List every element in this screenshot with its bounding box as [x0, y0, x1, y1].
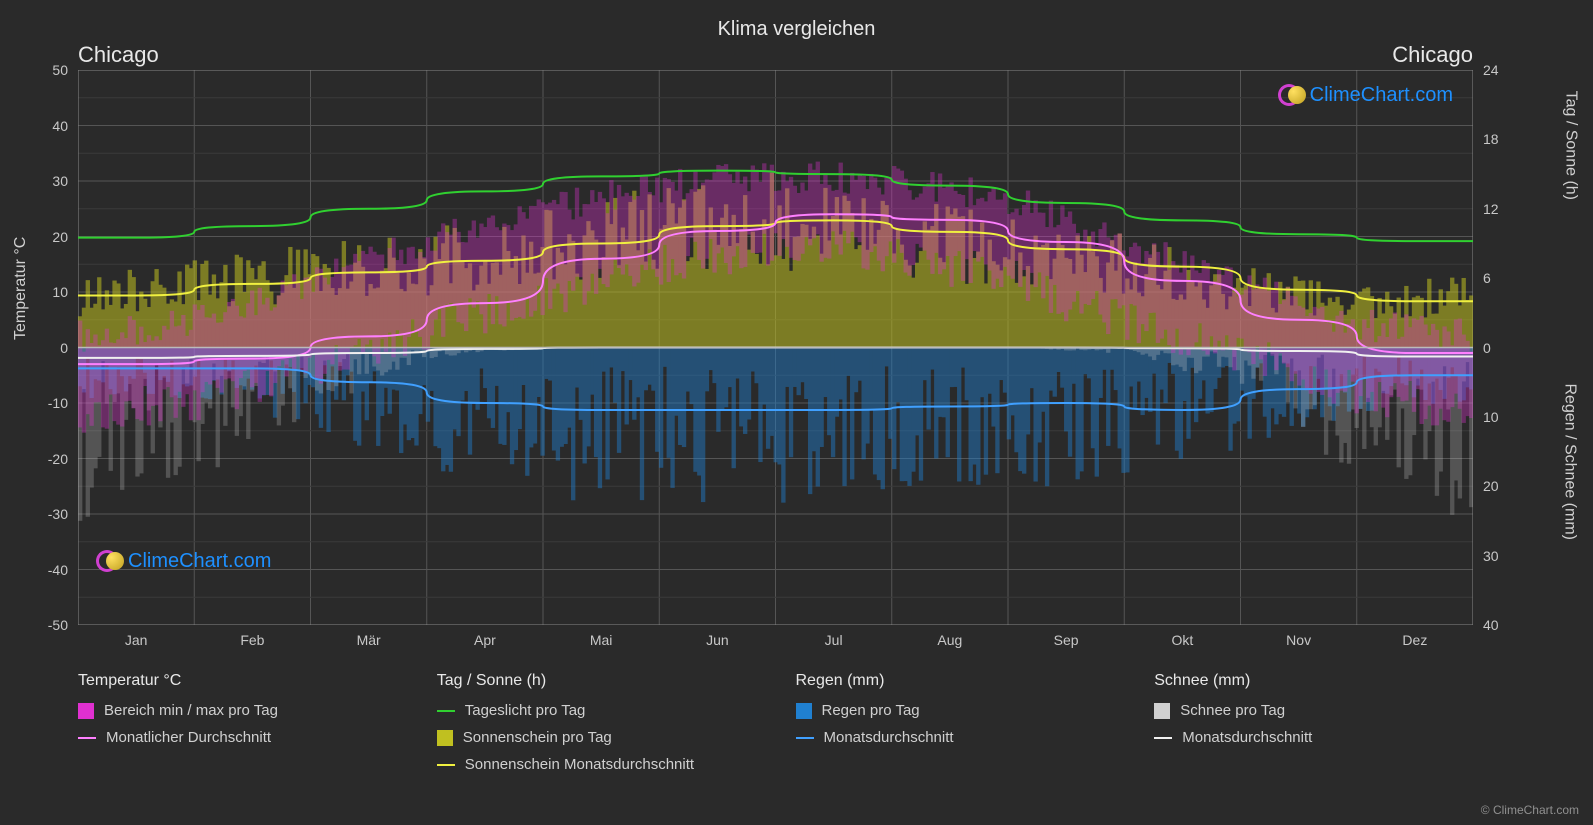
y-tick-left: 30: [52, 173, 68, 189]
y-tick-left: -30: [48, 506, 68, 522]
brand-text: ClimeChart.com: [1310, 84, 1453, 107]
x-tick-month: Jun: [706, 632, 729, 648]
legend-item: Monatsdurchschnitt: [1154, 729, 1473, 746]
x-tick-month: Nov: [1286, 632, 1311, 648]
legend-item: Monatsdurchschnitt: [796, 729, 1115, 746]
legend-label: Monatsdurchschnitt: [824, 729, 954, 746]
legend-column: Schnee (mm) Schnee pro Tag Monatsdurchschn…: [1154, 672, 1473, 783]
legend-swatch: [796, 703, 812, 719]
y-tick-right-top: 6: [1483, 270, 1491, 286]
legend-label: Schnee pro Tag: [1180, 702, 1285, 719]
y-tick-left: -40: [48, 562, 68, 578]
y-tick-left: 20: [52, 229, 68, 245]
y-tick-right-top: 24: [1483, 62, 1499, 78]
legend-label: Sonnenschein pro Tag: [463, 729, 612, 746]
climechart-logo-icon: [1278, 82, 1304, 108]
legend-item: Schnee pro Tag: [1154, 702, 1473, 719]
legend-swatch: [1154, 703, 1170, 719]
brand-logo-bottom: ClimeChart.com: [96, 548, 271, 574]
y-tick-right-top: 12: [1483, 201, 1499, 217]
legend-swatch: [796, 737, 814, 739]
y-tick-left: 10: [52, 284, 68, 300]
y-tick-right-bottom: 20: [1483, 478, 1499, 494]
legend-swatch: [1154, 737, 1172, 739]
x-tick-month: Jul: [825, 632, 843, 648]
y-tick-left: -10: [48, 395, 68, 411]
legend-item: Sonnenschein Monatsdurchschnitt: [437, 756, 756, 773]
legend-header: Tag / Sonne (h): [437, 672, 756, 690]
x-tick-month: Apr: [474, 632, 496, 648]
legend-item: Regen pro Tag: [796, 702, 1115, 719]
brand-logo-top: ClimeChart.com: [1278, 82, 1453, 108]
x-tick-month: Dez: [1402, 632, 1427, 648]
x-tick-month: Okt: [1171, 632, 1193, 648]
legend-item: Monatlicher Durchschnitt: [78, 729, 397, 746]
chart-plot-area: [78, 70, 1473, 625]
y-axis-label-right-bottom: Regen / Schnee (mm): [1561, 383, 1579, 540]
city-label-left: Chicago: [78, 42, 159, 68]
y-tick-left: 40: [52, 118, 68, 134]
legend-swatch: [437, 730, 453, 746]
legend-swatch: [78, 737, 96, 739]
legend-column: Regen (mm) Regen pro Tag Monatsdurchschnit…: [796, 672, 1115, 783]
legend-label: Bereich min / max pro Tag: [104, 702, 278, 719]
legend-swatch: [437, 710, 455, 712]
x-tick-month: Aug: [937, 632, 962, 648]
x-tick-month: Feb: [240, 632, 264, 648]
y-axis-label-left: Temperatur °C: [12, 237, 30, 340]
y-tick-right-bottom: 30: [1483, 548, 1499, 564]
y-tick-left: 50: [52, 62, 68, 78]
y-tick-left: -50: [48, 617, 68, 633]
x-tick-month: Sep: [1054, 632, 1079, 648]
y-tick-right-top: 0: [1483, 340, 1491, 356]
legend-column: Tag / Sonne (h) Tageslicht pro Tag Sonnens…: [437, 672, 756, 783]
legend-item: Sonnenschein pro Tag: [437, 729, 756, 746]
y-tick-right-top: 18: [1483, 131, 1499, 147]
legend-item: Bereich min / max pro Tag: [78, 702, 397, 719]
legend-label: Sonnenschein Monatsdurchschnitt: [465, 756, 694, 773]
x-tick-month: Mär: [357, 632, 381, 648]
legend-label: Monatsdurchschnitt: [1182, 729, 1312, 746]
legend: Temperatur °C Bereich min / max pro Tag Mo…: [78, 672, 1473, 783]
climechart-logo-icon: [96, 548, 122, 574]
y-tick-right-bottom: 40: [1483, 617, 1499, 633]
brand-text: ClimeChart.com: [128, 550, 271, 573]
climate-chart-svg: [78, 70, 1473, 625]
chart-title: Klima vergleichen: [0, 18, 1593, 41]
x-tick-month: Jan: [125, 632, 148, 648]
legend-label: Regen pro Tag: [822, 702, 920, 719]
legend-header: Schnee (mm): [1154, 672, 1473, 690]
legend-header: Regen (mm): [796, 672, 1115, 690]
legend-swatch: [437, 764, 455, 766]
legend-swatch: [78, 703, 94, 719]
y-tick-left: -20: [48, 451, 68, 467]
copyright-text: © ClimeChart.com: [1481, 803, 1579, 817]
legend-label: Tageslicht pro Tag: [465, 702, 586, 719]
y-tick-right-bottom: 10: [1483, 409, 1499, 425]
legend-column: Temperatur °C Bereich min / max pro Tag Mo…: [78, 672, 397, 783]
legend-label: Monatlicher Durchschnitt: [106, 729, 271, 746]
city-label-right: Chicago: [1392, 42, 1473, 68]
y-axis-label-right-top: Tag / Sonne (h): [1561, 91, 1579, 200]
legend-header: Temperatur °C: [78, 672, 397, 690]
x-tick-month: Mai: [590, 632, 613, 648]
legend-item: Tageslicht pro Tag: [437, 702, 756, 719]
y-tick-left: 0: [60, 340, 68, 356]
